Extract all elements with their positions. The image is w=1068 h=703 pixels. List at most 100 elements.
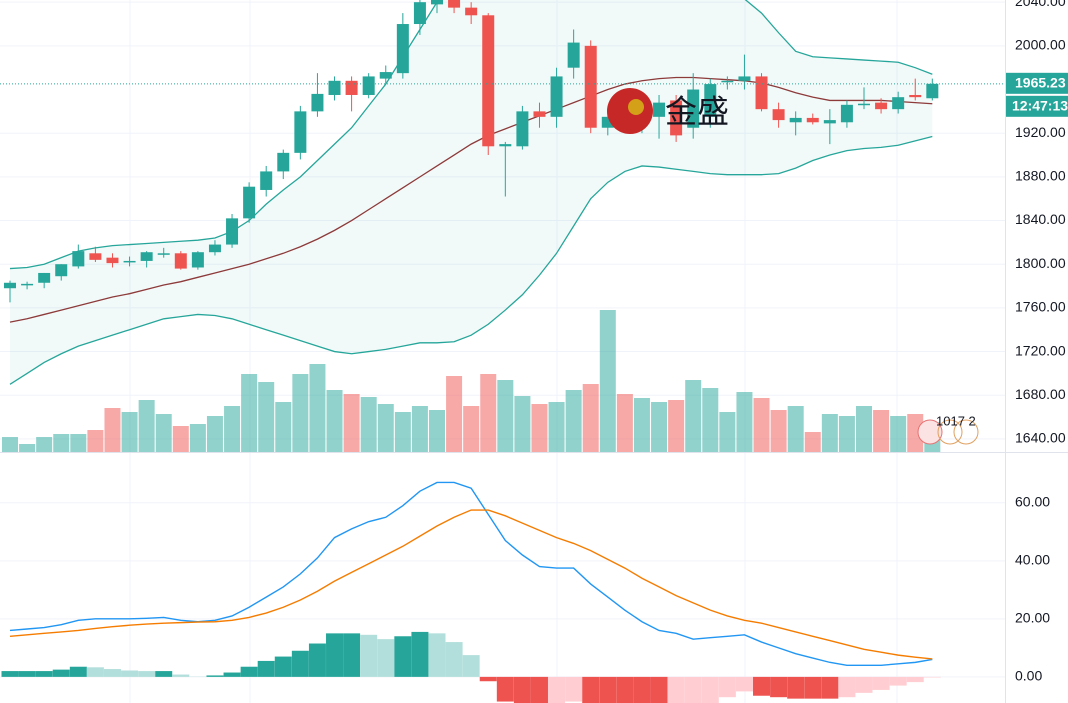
candle-body [191, 252, 204, 268]
volume-bar [70, 434, 87, 452]
volume-bar [275, 402, 292, 452]
histogram-bar [240, 666, 258, 677]
candle-body [892, 97, 905, 110]
y-tick-label: 1760.00 [1015, 299, 1066, 315]
histogram-bar [326, 633, 344, 677]
volume-bar [343, 394, 360, 452]
candle-body [670, 100, 683, 136]
histogram-bar [906, 676, 924, 683]
candle-body [704, 84, 717, 117]
candle-body [311, 93, 324, 112]
volume-bar [633, 398, 650, 452]
volume-bar [668, 400, 685, 452]
histogram-bar [667, 676, 685, 703]
candle-body [123, 260, 136, 263]
volume-bar [258, 382, 275, 452]
volume-bar [241, 374, 258, 452]
candle-body [465, 7, 478, 16]
histogram-bar [599, 676, 617, 703]
last-price-label: 1965.23 [1015, 75, 1066, 91]
candle-body [277, 152, 290, 172]
y-tick-label: 0.00 [1015, 668, 1042, 684]
volume-bar [53, 434, 70, 452]
histogram-bar [377, 639, 395, 677]
histogram-bar [172, 674, 190, 677]
volume-bar [651, 402, 668, 452]
histogram-bar [121, 670, 139, 677]
histogram-bar [360, 634, 378, 677]
histogram-bar [103, 669, 121, 677]
candle-body [294, 111, 307, 153]
volume-bar [856, 406, 872, 452]
volume-bar [19, 444, 36, 452]
volume-bar [582, 384, 599, 452]
volume-bar [616, 394, 633, 452]
histogram-bar [308, 643, 326, 677]
candle-body [72, 251, 85, 267]
volume-bar [548, 402, 565, 452]
last-price-badge [1006, 72, 1068, 94]
candle-body [926, 83, 939, 99]
candle-body [89, 253, 102, 260]
volume-bar [770, 410, 787, 452]
y-tick-label: 1800.00 [1015, 255, 1066, 271]
histogram-bar [428, 633, 446, 677]
volume-bar [685, 380, 702, 452]
histogram-bar [548, 676, 566, 703]
flags-icon [917, 419, 979, 445]
volume-bar [565, 390, 582, 452]
histogram-bar [411, 631, 429, 677]
candle-body [789, 117, 802, 123]
candle-body [106, 257, 119, 264]
histogram-bar [35, 671, 53, 677]
band-fill [10, 0, 933, 385]
countdown-label: 12:47:13 [1012, 98, 1068, 114]
volume-bar [787, 406, 804, 452]
volume-bar [121, 412, 138, 452]
volume-bar [360, 397, 377, 452]
volume-bar [753, 398, 770, 452]
volume-bar [429, 410, 445, 452]
candle-body [738, 76, 751, 81]
histogram-bar [513, 676, 531, 703]
candle-body [413, 2, 426, 25]
histogram-bar [52, 669, 70, 677]
candle-body [328, 80, 341, 95]
y-tick-label: 20.00 [1015, 610, 1050, 626]
volume-bar [189, 424, 206, 452]
candle-body [482, 15, 495, 147]
flag [937, 419, 963, 445]
histogram-bar [804, 676, 822, 699]
candle-body [823, 120, 836, 124]
histogram-bar [650, 676, 668, 703]
histogram-bar [787, 676, 805, 699]
candle-body [721, 80, 734, 83]
candle-body [909, 94, 922, 98]
volume-bar [497, 380, 514, 452]
histogram-bar [223, 672, 241, 677]
histogram-bar [530, 676, 548, 703]
histogram-bar [479, 676, 497, 682]
y-tick-label: 40.00 [1015, 552, 1050, 568]
histogram-bar [770, 676, 788, 698]
volume-bar [702, 388, 719, 452]
y-tick-label: 1720.00 [1015, 342, 1066, 358]
candle-body [362, 76, 375, 95]
macd-pane [1, 481, 941, 703]
histogram-bar [496, 676, 514, 702]
countdown-badge [1006, 95, 1068, 117]
volume-bar [411, 406, 428, 452]
histogram-bar [889, 676, 907, 686]
y-tick-label: 2000.00 [1015, 37, 1066, 53]
y-tick-label: 1640.00 [1015, 430, 1066, 446]
candle-body [533, 111, 546, 117]
volume-bar [104, 408, 121, 452]
histogram-bar [206, 675, 224, 677]
histogram-bar [155, 671, 173, 677]
histogram-bar [872, 676, 890, 690]
candle-body [345, 80, 358, 95]
volume-bar [2, 437, 18, 452]
volume-bar [804, 432, 821, 452]
volume-bar [87, 430, 104, 452]
